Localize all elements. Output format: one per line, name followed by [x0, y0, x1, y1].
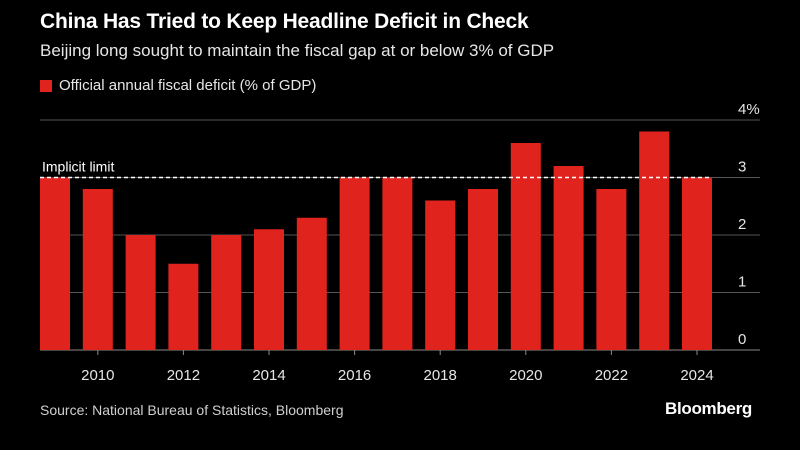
x-tick-label: 2010: [81, 367, 114, 384]
bar-2019: [468, 189, 498, 350]
bar-2016: [339, 177, 370, 350]
bar-2013: [211, 235, 242, 350]
legend: Official annual fiscal deficit (% of GDP…: [40, 77, 316, 94]
bar-2011: [125, 235, 156, 350]
bar-2018: [425, 200, 456, 350]
x-tick-label: 2018: [424, 367, 457, 384]
bar-2012: [168, 263, 199, 350]
bar-2022: [596, 189, 627, 350]
y-axis-ticks: 0 1 2 3 4%: [738, 101, 760, 348]
legend-label: Official annual fiscal deficit (% of GDP…: [59, 77, 317, 94]
x-tick-label: 2016: [338, 367, 371, 384]
y-tick-label: 3: [738, 159, 746, 176]
reference-line-label: Implicit limit: [42, 159, 114, 175]
x-tick-label: 2024: [680, 367, 713, 384]
brand-logo: Bloomberg: [664, 399, 752, 418]
bar-2014: [254, 229, 284, 350]
bar-2023: [639, 131, 670, 350]
bar-2024: [682, 177, 712, 350]
bar-2021: [553, 166, 584, 350]
bar-2020: [510, 143, 541, 350]
y-tick-label: 0: [738, 331, 746, 348]
x-tick-label: 2020: [509, 367, 542, 384]
chart-title: China Has Tried to Keep Headline Deficit…: [40, 10, 529, 33]
x-tick-label: 2014: [252, 367, 285, 384]
x-axis-ticks: 2010 2012 2014 2016 2018 2020 2022 2024: [81, 350, 714, 384]
reference-line-group: Implicit limit: [40, 159, 710, 179]
x-tick-label: 2012: [167, 367, 200, 384]
bar-2010: [82, 189, 113, 350]
bar-2009: [40, 177, 70, 350]
chart-subtitle: Beijing long sought to maintain the fisc…: [40, 41, 555, 60]
y-tick-label: 2: [738, 216, 746, 233]
source-note: Source: National Bureau of Statistics, B…: [40, 402, 344, 418]
bar-2015: [296, 217, 327, 350]
bar-2017: [382, 177, 413, 350]
x-tick-label: 2022: [595, 367, 628, 384]
legend-swatch: [40, 79, 52, 92]
y-tick-label: 1: [738, 274, 746, 291]
y-tick-label: 4%: [738, 101, 760, 118]
bars: [40, 131, 712, 350]
